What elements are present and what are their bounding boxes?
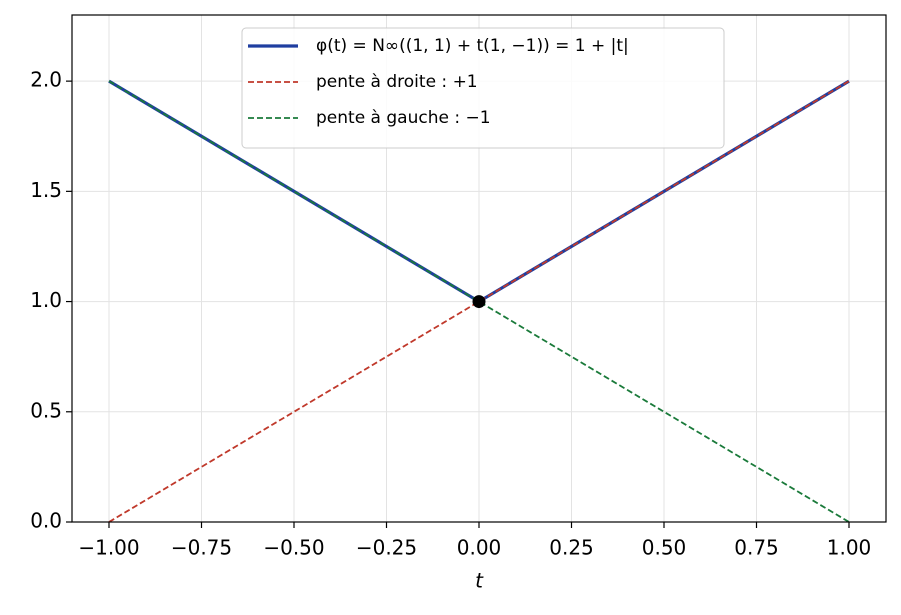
- marker-point: [472, 295, 486, 309]
- x-tick-label: 1.00: [827, 536, 872, 560]
- x-tick-label: 0.25: [549, 536, 594, 560]
- legend-label: pente à gauche : −1: [316, 108, 491, 128]
- x-tick-label: 0.50: [642, 536, 687, 560]
- x-tick-label: −0.50: [263, 536, 324, 560]
- plot-frame: [71, 14, 887, 523]
- x-tick-label: 0.75: [734, 536, 779, 560]
- x-tick-label: 0.00: [457, 536, 502, 560]
- y-tick-label: 0.0: [30, 509, 62, 533]
- x-tick-label: −1.00: [78, 536, 139, 560]
- x-tick-label: −0.75: [171, 536, 232, 560]
- legend-label: φ(t) = N∞((1, 1) + t(1, −1)) = 1 + |t|: [316, 36, 629, 56]
- x-axis-label: t: [475, 569, 484, 593]
- legend-box: [241, 27, 725, 149]
- legend-label: pente à droite : +1: [316, 72, 478, 92]
- legend: φ(t) = N∞((1, 1) + t(1, −1)) = 1 + |t| pe…: [241, 27, 725, 149]
- y-tick-label: 2.0: [30, 68, 62, 92]
- y-tick-label: 1.5: [30, 178, 62, 202]
- x-tick-label: −0.25: [356, 536, 417, 560]
- y-tick-label: 1.0: [30, 288, 62, 312]
- y-tick-label: 0.5: [30, 398, 62, 422]
